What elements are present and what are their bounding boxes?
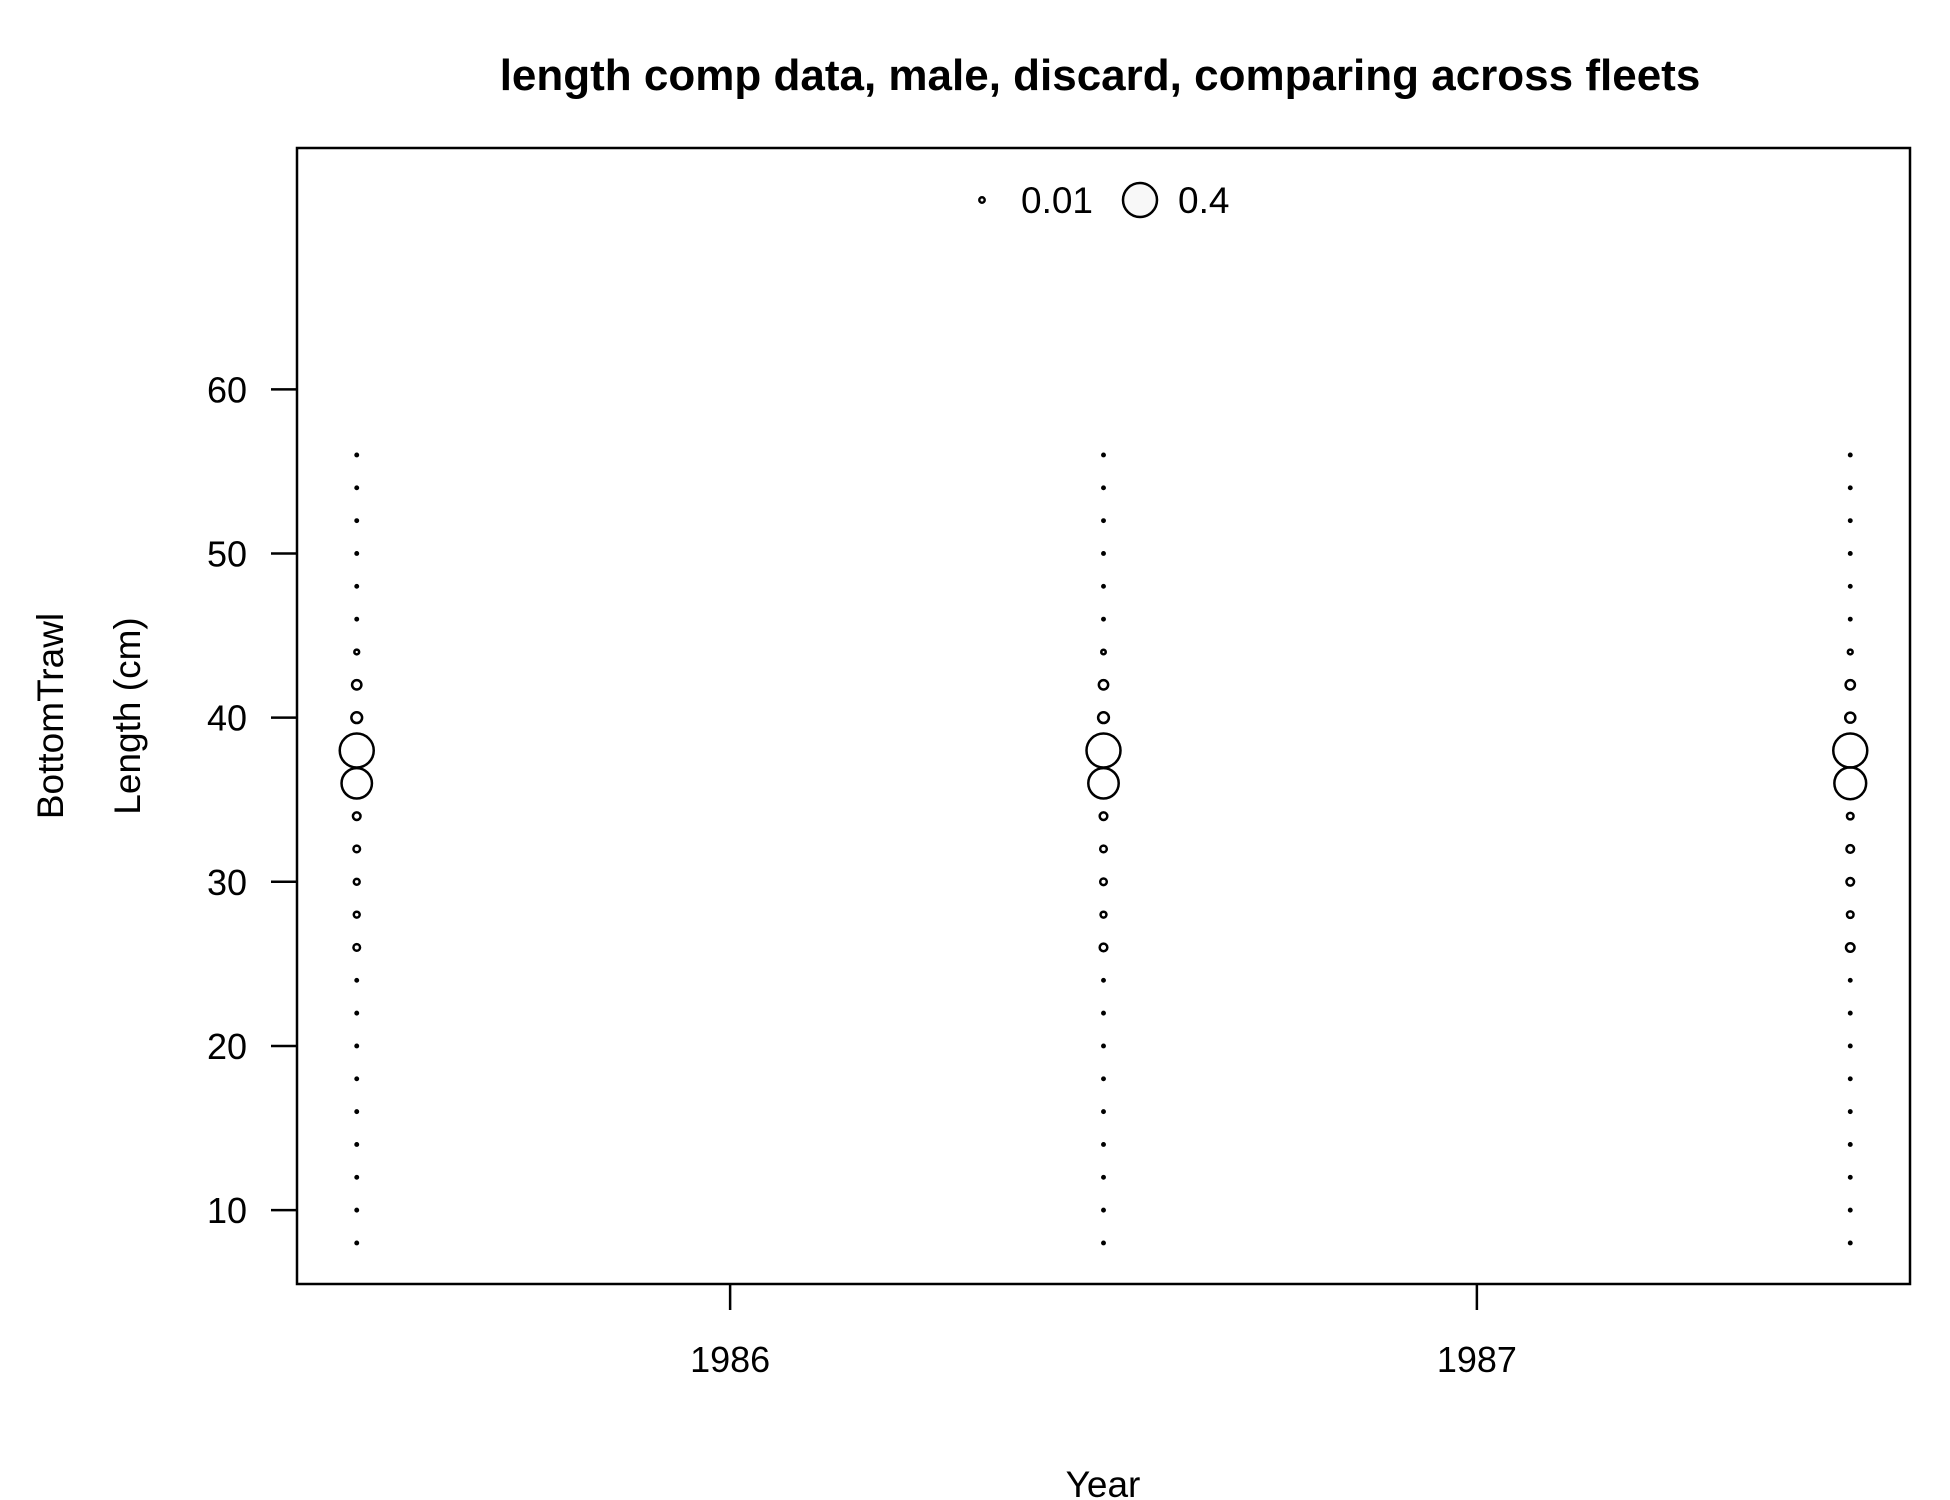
legend-bubble-0.4	[1121, 181, 1159, 219]
bubble-1986.5-48	[1101, 583, 1106, 589]
bubble-1987.5-40	[1843, 711, 1857, 724]
bubble-1987.5-28	[1845, 910, 1855, 920]
bubble-1986.5-14	[1101, 1142, 1106, 1147]
bubble-1985.5-24	[354, 977, 360, 983]
bubble-1985.5-56	[354, 452, 360, 458]
bubble-1986.5-8	[1101, 1240, 1106, 1246]
bubble-1986.5-40	[1096, 711, 1111, 725]
bubble-1986.5-32	[1098, 844, 1109, 854]
x-tick-label-1987: 1987	[1437, 1339, 1517, 1380]
bubble-1987.5-10	[1847, 1207, 1853, 1213]
bubble-1987.5-52	[1847, 518, 1853, 524]
y-tick-label-40: 40	[207, 698, 247, 739]
bubble-1985.5-14	[354, 1142, 360, 1147]
bubble-1987.5-42	[1844, 678, 1857, 691]
bubble-1986.5-46	[1101, 616, 1106, 622]
legend: 0.01 0.4	[978, 180, 1229, 221]
y-axis-label: Length (cm)	[107, 617, 148, 814]
bubble-1986.5-22	[1101, 1010, 1106, 1016]
y-tick-label-50: 50	[207, 533, 247, 574]
panel-label: BottomTrawl	[30, 613, 71, 819]
y-axis: 10 20 30 40 50 60	[207, 369, 297, 1231]
bubble-1987.5-20	[1847, 1043, 1853, 1049]
y-tick-label-60: 60	[207, 369, 247, 410]
bubble-1986.5-18	[1101, 1076, 1106, 1082]
bubble-1987.5-18	[1847, 1076, 1853, 1082]
legend-label-0.4: 0.4	[1178, 180, 1229, 221]
bubble-1987.5-50	[1847, 551, 1853, 556]
bubble-1985.5-34	[351, 811, 362, 822]
bubble-1986.5-56	[1101, 452, 1106, 458]
bubble-1986.5-42	[1097, 678, 1110, 691]
bubble-1986.5-12	[1101, 1174, 1106, 1180]
bubble-1986.5-38	[1085, 732, 1122, 769]
bubble-1987.5-8	[1847, 1240, 1853, 1246]
bubble-1986.5-30	[1098, 877, 1109, 887]
bubble-1985.5-8	[354, 1240, 360, 1246]
bubble-1985.5-12	[354, 1174, 360, 1180]
bubble-1986.5-36	[1087, 766, 1120, 800]
bubble-1985.5-48	[354, 583, 360, 589]
bubble-1987.5-16	[1847, 1109, 1853, 1115]
bubble-1987.5-30	[1845, 876, 1856, 887]
legend-label-0.01: 0.01	[1021, 180, 1093, 221]
bubble-1985.5-42	[350, 678, 363, 691]
bubble-1985.5-18	[354, 1076, 360, 1082]
bubble-1985.5-52	[354, 518, 360, 524]
bubble-1986.5-44	[1100, 648, 1107, 656]
bubble-1985.5-54	[354, 485, 360, 491]
bubble-1987.5-34	[1845, 811, 1855, 821]
bubble-1986.5-20	[1101, 1043, 1106, 1049]
bubble-1987.5-22	[1847, 1010, 1853, 1016]
bubble-1985.5-16	[354, 1109, 360, 1115]
bubble-1987.5-46	[1847, 616, 1853, 622]
chart-title: length comp data, male, discard, compari…	[500, 51, 1701, 100]
y-tick-label-20: 20	[207, 1026, 247, 1067]
bubble-1986.5-24	[1101, 977, 1106, 983]
legend-bubble-0.01	[978, 196, 986, 204]
bubble-1985.5-20	[354, 1043, 360, 1049]
bubble-1987.5-48	[1847, 583, 1853, 589]
bubble-1985.5-44	[353, 648, 361, 656]
bubble-1987.5-24	[1847, 977, 1853, 983]
bubble-1987.5-56	[1847, 452, 1853, 458]
bubble-1986.5-54	[1101, 485, 1106, 491]
bubble-1985.5-10	[354, 1207, 360, 1213]
bubble-1987.5-38	[1832, 732, 1869, 769]
x-axis: 1986 1987	[690, 1284, 1517, 1380]
bubble-1985.5-30	[352, 877, 361, 886]
bubble-series	[338, 452, 1869, 1246]
bubble-1985.5-40	[350, 711, 364, 725]
bubble-1986.5-50	[1101, 551, 1106, 556]
bubble-1986.5-16	[1101, 1109, 1106, 1115]
bubble-1985.5-38	[338, 732, 375, 769]
bubble-1986.5-28	[1099, 910, 1108, 919]
bubble-1985.5-50	[354, 551, 360, 556]
bubble-1987.5-36	[1833, 766, 1868, 801]
bubble-1987.5-14	[1847, 1142, 1853, 1147]
bubble-1986.5-34	[1098, 811, 1109, 822]
x-tick-label-1986: 1986	[690, 1339, 770, 1380]
x-axis-label: Year	[1066, 1464, 1141, 1500]
y-tick-label-30: 30	[207, 862, 247, 903]
bubble-1986.5-52	[1101, 518, 1106, 524]
bubble-1985.5-26	[352, 942, 362, 953]
bubble-1987.5-32	[1845, 843, 1856, 855]
bubble-1985.5-22	[354, 1010, 360, 1016]
bubble-1985.5-36	[340, 766, 374, 800]
bubble-1985.5-46	[354, 616, 360, 622]
bubble-1985.5-28	[352, 910, 361, 919]
y-tick-label-10: 10	[207, 1190, 247, 1231]
bubble-1985.5-32	[352, 844, 362, 854]
plot-frame	[295, 146, 1912, 1286]
bubble-1987.5-44	[1846, 648, 1854, 656]
bubble-1987.5-26	[1844, 941, 1856, 953]
bubble-1987.5-12	[1847, 1174, 1853, 1180]
bubble-1987.5-54	[1847, 485, 1853, 491]
bubble-1986.5-10	[1101, 1207, 1106, 1213]
bubble-1986.5-26	[1098, 942, 1109, 953]
